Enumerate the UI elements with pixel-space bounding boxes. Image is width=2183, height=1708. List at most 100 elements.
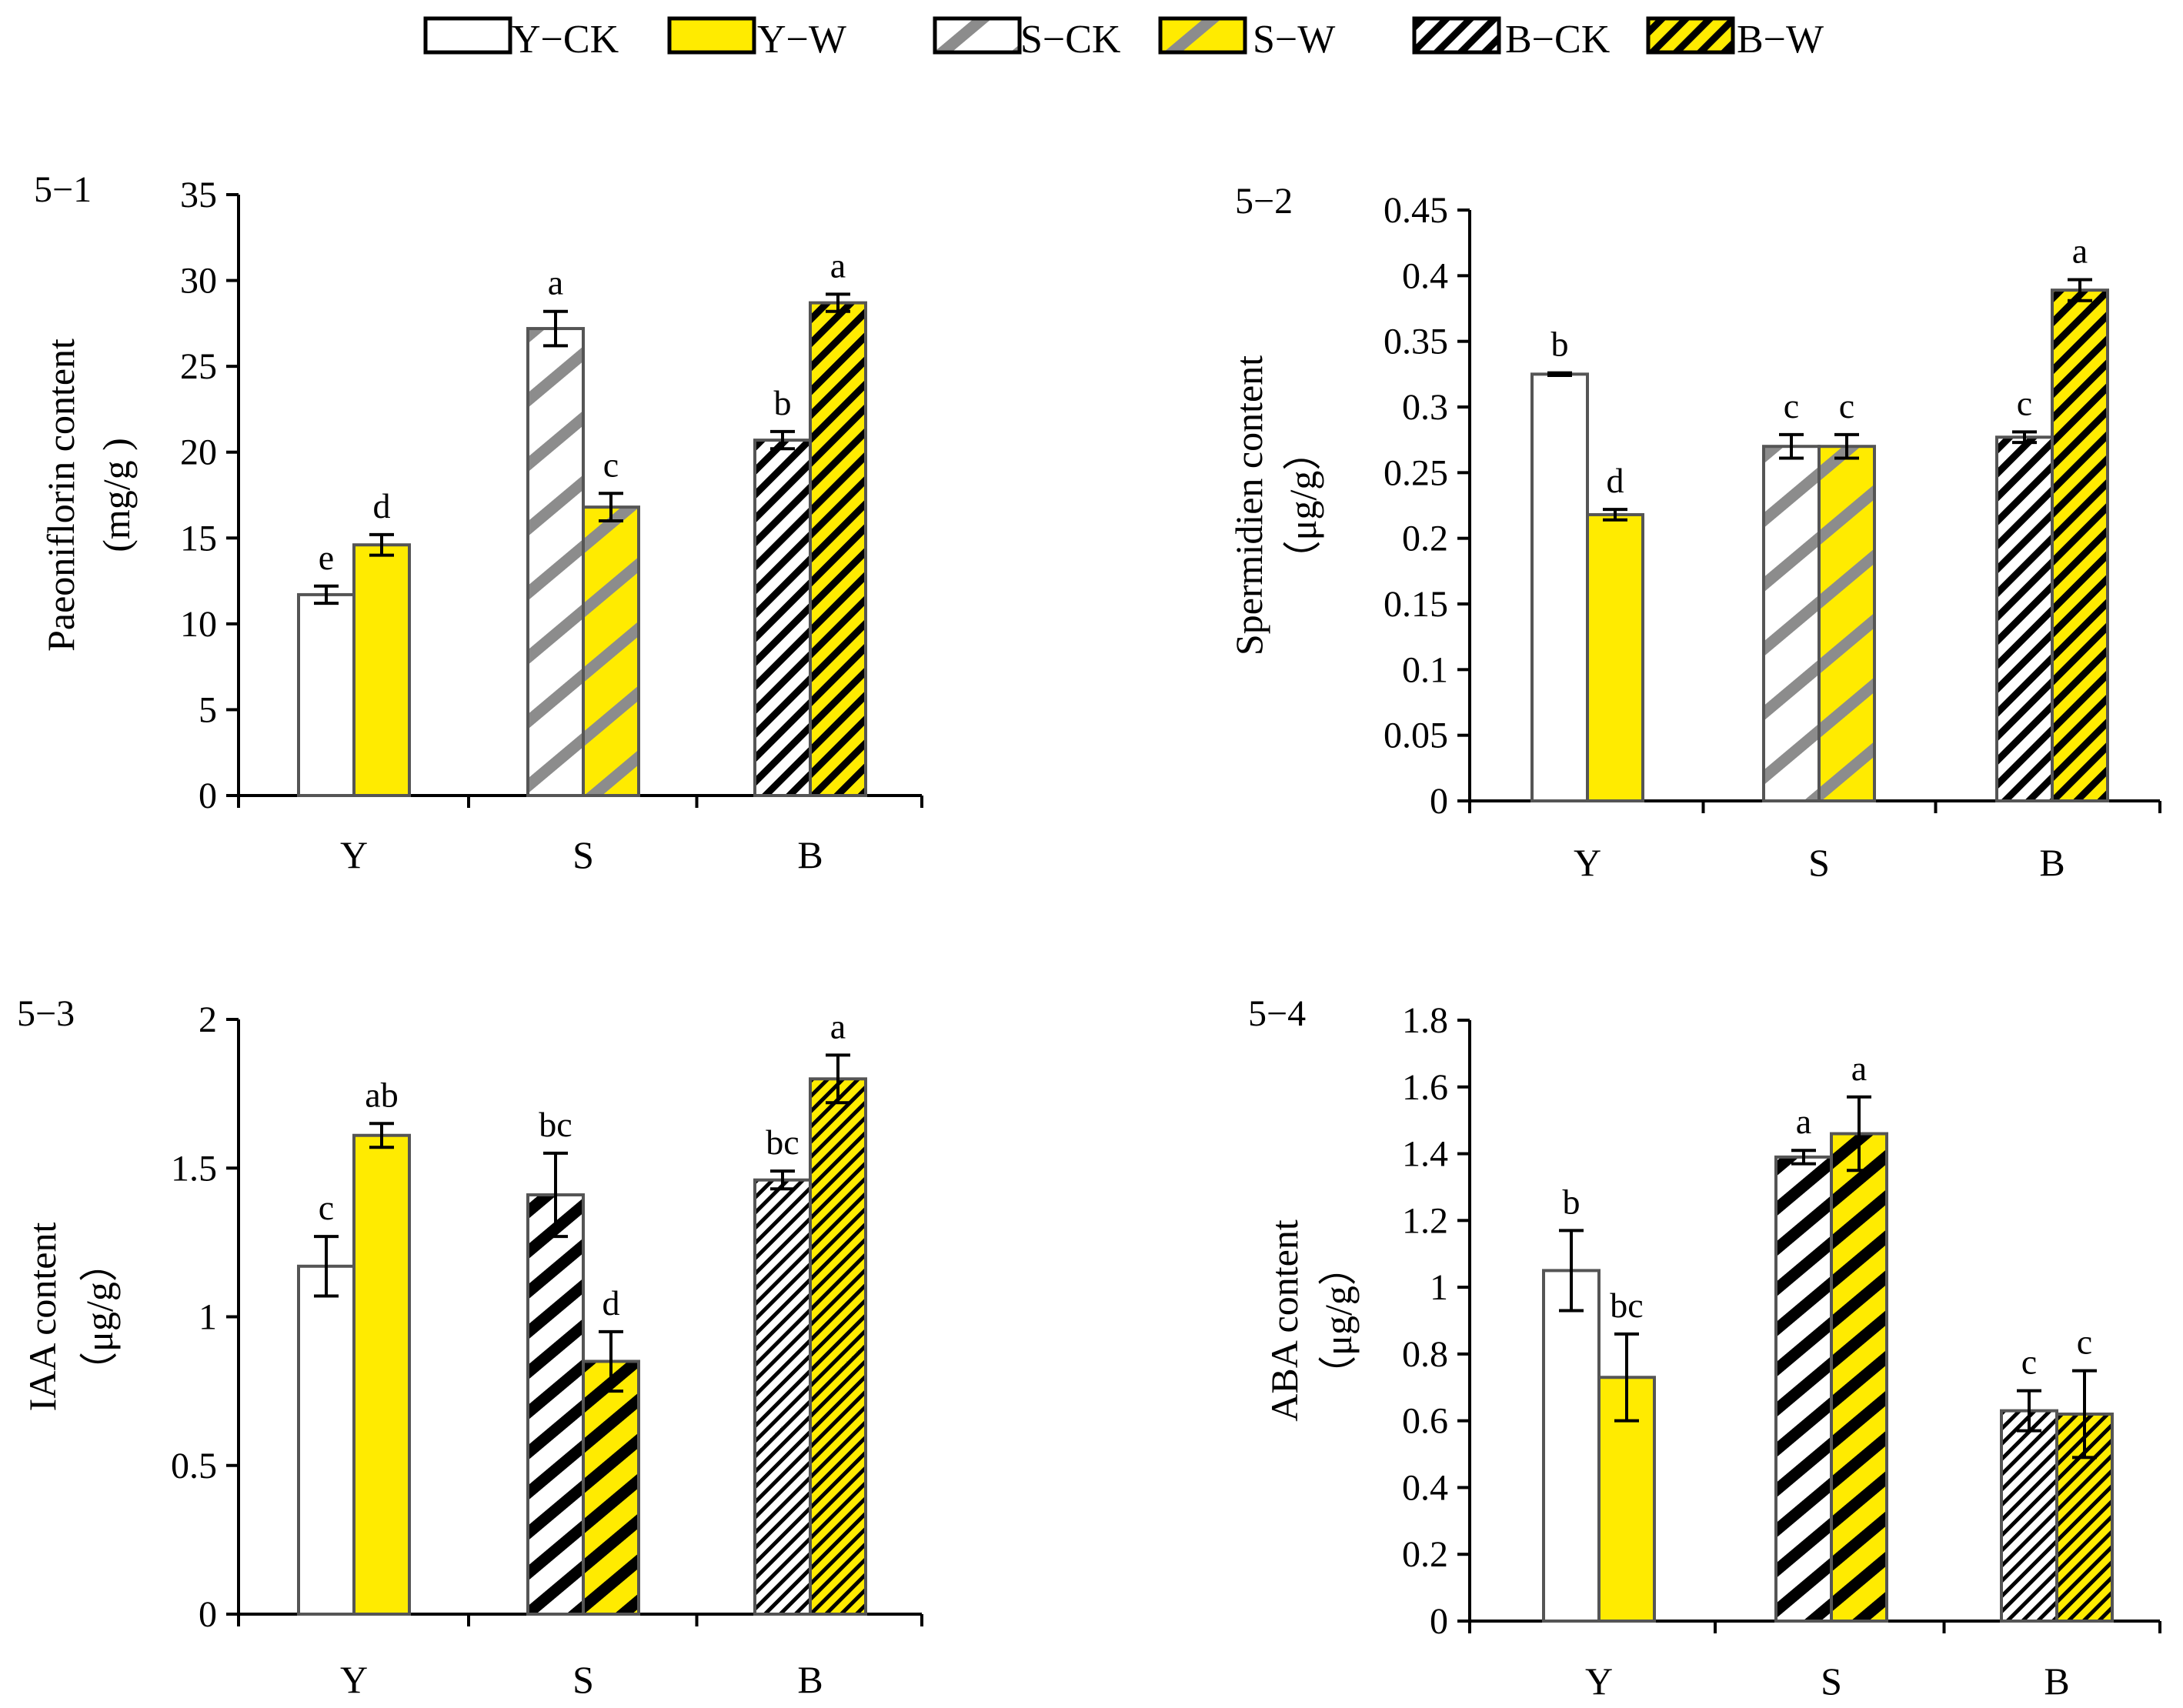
bar-5-1-Y-CK — [297, 592, 355, 797]
bar-5-4-Y-CK — [1542, 1269, 1601, 1623]
bar-5-1-S-W — [582, 505, 640, 797]
y-tick-label-5-4: 1.4 — [1402, 1134, 1448, 1175]
y-tick-label-5-3: 1 — [199, 1297, 217, 1338]
significance-letter-5-4-B-W: c — [2077, 1323, 2092, 1362]
y-tick-label-5-2: 0 — [1430, 781, 1448, 822]
panel-label-5-3: 5−3 — [17, 993, 75, 1034]
y-tick-label-5-1: 25 — [180, 346, 217, 387]
y-tick-label-5-2: 0.15 — [1384, 584, 1448, 625]
legend-label-b-w: B−W — [1737, 18, 1824, 62]
legend-swatch-y-ck — [423, 16, 512, 55]
significance-letter-5-2-Y-W: d — [1607, 461, 1624, 500]
bar-5-4-S-CK — [1774, 1155, 1833, 1623]
y-tick-label-5-4: 1.2 — [1402, 1200, 1448, 1241]
y-tick-label-5-1: 30 — [180, 261, 217, 302]
bar-5-2-S-W — [1817, 445, 1876, 802]
y-tick-label-5-1: 0 — [199, 776, 217, 816]
y-axis-label-5-2: Spermidien content — [1227, 355, 1270, 656]
significance-letter-5-4-S-W: a — [1851, 1049, 1867, 1088]
category-label-5-2: B — [2039, 841, 2065, 884]
legend-swatch-b-ck — [1412, 16, 1501, 55]
category-label-5-4: Y — [1585, 1660, 1613, 1703]
y-axis-unit-5-2: （μg/g） — [1281, 432, 1324, 579]
panel-label-5-2: 5−2 — [1235, 181, 1293, 222]
y-tick-label-5-4: 0.8 — [1402, 1334, 1448, 1375]
legend-label-y-ck: Y−CK — [512, 18, 619, 62]
y-tick-label-5-4: 1.6 — [1402, 1067, 1448, 1108]
bar-5-2-B-CK — [1995, 435, 2054, 803]
significance-letter-5-1-Y-CK: e — [319, 538, 334, 577]
significance-letter-5-1-S-CK: a — [548, 263, 563, 302]
legend-swatch-s-w — [1158, 16, 1247, 55]
significance-letter-5-3-B-CK: bc — [766, 1123, 799, 1162]
y-tick-label-5-2: 0.25 — [1384, 452, 1448, 493]
category-label-5-1: Y — [340, 833, 368, 876]
significance-letter-5-4-Y-W: bc — [1610, 1286, 1643, 1325]
legend-label-s-ck: S−CK — [1020, 18, 1121, 62]
bar-5-4-B-CK — [2000, 1409, 2058, 1623]
panel-5-2: 5−2 0 0.05 0.1 0.15 0.2 0.25 0.3 0.35 0.4 0.45 Y S B S… — [1227, 181, 2161, 884]
category-label-5-2: Y — [1574, 841, 1601, 884]
bar-5-2-S-CK — [1762, 445, 1821, 802]
significance-letter-5-1-Y-W: d — [373, 486, 391, 525]
y-tick-label-5-3: 1.5 — [171, 1148, 217, 1189]
significance-letter-5-3-Y-W: ab — [365, 1075, 398, 1114]
category-label-5-4: S — [1821, 1660, 1842, 1703]
y-tick-label-5-1: 5 — [199, 689, 217, 730]
y-tick-label-5-1: 20 — [180, 432, 217, 473]
y-axis-label-5-4: ABA content — [1263, 1219, 1306, 1422]
y-axis-label-5-1: Paeoniflorin content — [39, 339, 82, 652]
significance-letter-5-3-S-CK: bc — [539, 1105, 572, 1144]
significance-letter-5-1-S-W: c — [603, 445, 619, 484]
significance-letter-5-1-B-CK: b — [774, 383, 792, 422]
significance-letter-5-3-Y-CK: c — [319, 1188, 334, 1227]
significance-letter-5-4-Y-CK: b — [1563, 1182, 1581, 1221]
category-label-5-3: B — [797, 1658, 823, 1701]
y-tick-label-5-1: 35 — [180, 175, 217, 215]
y-tick-label-5-2: 0.4 — [1402, 255, 1448, 296]
panel-label-5-4: 5−4 — [1248, 993, 1306, 1034]
significance-letter-5-4-B-CK: c — [2021, 1343, 2037, 1382]
panel-label-5-1: 5−1 — [34, 169, 92, 210]
y-tick-label-5-3: 2 — [199, 999, 217, 1040]
y-tick-label-5-2: 0.2 — [1402, 519, 1448, 559]
panel-5-4: 5−4 0 0.2 0.4 0.6 0.8 1 1.2 1.4 1.6 1.8 Y S B ABA cont… — [1248, 993, 2161, 1703]
significance-letter-5-2-S-CK: c — [1784, 386, 1799, 425]
significance-letter-5-3-S-W: d — [602, 1283, 620, 1323]
legend-label-b-ck: B−CK — [1505, 18, 1611, 62]
bar-5-1-B-CK — [753, 439, 812, 797]
bar-5-1-B-W — [809, 301, 867, 797]
y-tick-label-5-2: 0.05 — [1384, 716, 1448, 756]
bar-5-1-S-CK — [526, 327, 585, 797]
legend-label-s-w: S−W — [1253, 18, 1335, 62]
y-tick-label-5-3: 0 — [199, 1594, 217, 1635]
y-tick-label-5-1: 10 — [180, 604, 217, 645]
bar-5-2-Y-W — [1586, 512, 1644, 802]
y-tick-label-5-2: 0.45 — [1384, 190, 1448, 231]
significance-letter-5-3-B-W: a — [830, 1006, 846, 1046]
y-tick-label-5-3: 0.5 — [171, 1446, 217, 1486]
panel-5-3: 5−3 0 0.5 1 1.5 2 Y S B IAA content （μg/g） c bc bc ab d… — [17, 993, 923, 1701]
bar-5-4-S-W — [1830, 1132, 1888, 1623]
y-tick-label-5-1: 15 — [180, 518, 217, 559]
category-label-5-2: S — [1808, 841, 1830, 884]
y-tick-label-5-2: 0.35 — [1384, 322, 1448, 362]
bar-5-3-Y-W — [352, 1133, 411, 1616]
significance-letter-5-2-Y-CK: b — [1551, 325, 1569, 364]
bar-5-2-Y-CK — [1530, 372, 1589, 803]
y-axis-unit-5-4: （μg/g） — [1317, 1247, 1360, 1394]
y-tick-label-5-4: 0.2 — [1402, 1534, 1448, 1575]
y-tick-label-5-4: 1 — [1430, 1267, 1448, 1308]
y-axis-unit-5-1: (mg/g ) — [95, 438, 138, 552]
bar-5-3-B-CK — [753, 1178, 812, 1616]
category-label-5-4: B — [2044, 1660, 2069, 1703]
y-tick-label-5-4: 0 — [1430, 1601, 1448, 1642]
legend-swatch-s-ck — [933, 16, 1022, 55]
legend: Y−CK Y−W S−CK S−W B−CK B−W — [423, 16, 1824, 62]
bar-5-2-B-W — [2051, 289, 2109, 802]
bar-5-3-S-CK — [526, 1193, 585, 1616]
y-axis-unit-5-3: （μg/g） — [78, 1243, 121, 1390]
y-tick-label-5-2: 0.1 — [1402, 649, 1448, 690]
